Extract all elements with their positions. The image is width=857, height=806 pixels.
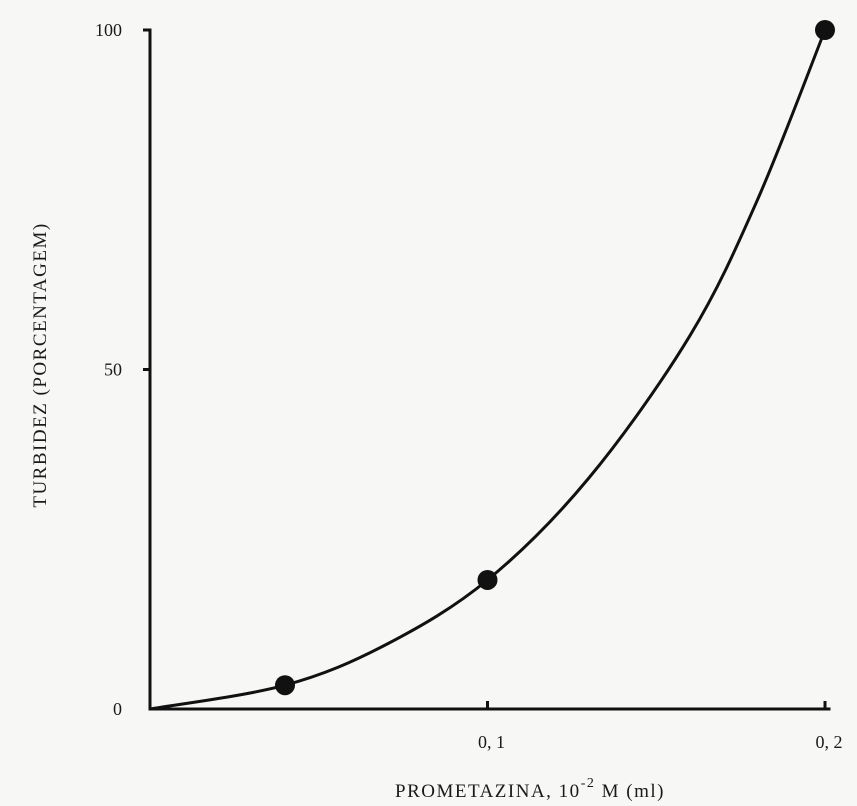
x-tick-label: 0, 1 <box>478 732 505 752</box>
x-axis-title-unit: M (ml) <box>595 781 665 802</box>
x-axis-title-main: PROMETAZINA, 10 <box>395 781 581 802</box>
data-point <box>275 675 295 696</box>
data-point <box>477 569 498 590</box>
y-tick-label: 100 <box>95 20 122 40</box>
x-axis-title: PROMETAZINA, 10-2 M (ml) <box>395 776 665 802</box>
data-points <box>275 20 835 696</box>
x-tick-label: 0, 2 <box>816 732 843 752</box>
axes <box>148 28 831 711</box>
y-tick-label: 0 <box>113 699 122 719</box>
y-ticks: 0 50 100 <box>95 20 150 719</box>
y-axis-title: TURBIDEZ (PORCENTAGEM) <box>30 222 51 507</box>
fitted-curve <box>149 29 827 711</box>
x-ticks: 0, 1 0, 2 <box>478 701 843 752</box>
data-point <box>815 20 835 40</box>
y-tick-label: 50 <box>104 360 122 380</box>
x-axis-title-exponent: -2 <box>581 776 596 791</box>
